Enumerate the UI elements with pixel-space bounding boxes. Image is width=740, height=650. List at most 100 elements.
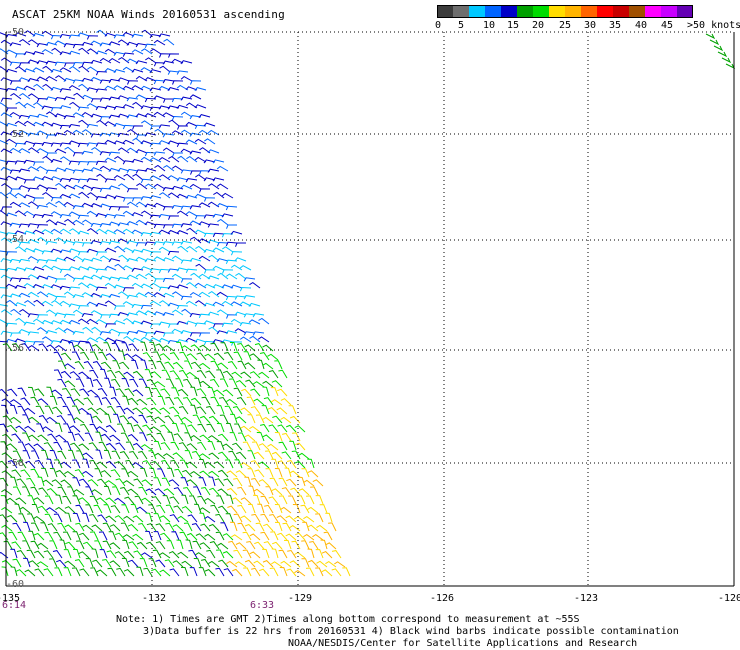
wind-barb xyxy=(247,450,256,460)
wind-barb xyxy=(180,111,193,118)
wind-barb xyxy=(199,434,211,442)
wind-barb xyxy=(140,140,153,145)
wind-barb xyxy=(41,467,49,478)
wind-barb xyxy=(24,425,36,433)
wind-barb xyxy=(14,230,27,235)
wind-barb xyxy=(46,507,58,514)
wind-barb xyxy=(99,223,112,228)
wind-barb xyxy=(194,503,202,514)
wind-barb xyxy=(184,450,193,460)
wind-barb xyxy=(14,192,27,199)
wind-barb xyxy=(32,121,45,127)
wind-barb xyxy=(146,523,157,532)
wind-barb xyxy=(176,84,189,91)
wind-barb xyxy=(316,560,328,568)
wind-barb xyxy=(71,351,81,361)
wind-barb xyxy=(78,407,90,415)
wind-barb xyxy=(37,398,49,406)
wind-barb xyxy=(46,386,54,397)
wind-barb xyxy=(95,431,103,442)
wind-barb xyxy=(228,540,238,550)
wind-barb xyxy=(46,416,58,424)
wind-barb xyxy=(118,57,130,64)
wind-barb xyxy=(95,449,103,460)
wind-barb xyxy=(135,201,148,208)
wind-barb xyxy=(63,96,76,101)
wind-barb xyxy=(153,151,166,156)
wind-barb xyxy=(114,551,126,559)
wind-barb xyxy=(199,453,211,460)
wind-barb xyxy=(73,489,85,496)
wind-barb xyxy=(192,414,202,424)
wind-barb xyxy=(114,461,126,469)
wind-barb xyxy=(96,29,108,37)
wind-barb xyxy=(17,405,27,415)
wind-barb xyxy=(0,532,9,541)
wind-barb xyxy=(101,361,112,370)
wind-barb xyxy=(77,178,90,183)
wind-barb xyxy=(127,524,139,532)
wind-barb xyxy=(180,278,193,283)
wind-barb xyxy=(80,351,90,361)
wind-barb xyxy=(136,398,148,406)
wind-barb xyxy=(106,550,117,559)
wind-barb xyxy=(64,470,76,478)
wind-barb xyxy=(90,186,103,192)
wind-barb xyxy=(208,415,220,424)
wind-barb xyxy=(30,540,40,550)
wind-barb xyxy=(1,559,13,568)
wind-barb xyxy=(99,549,108,559)
wind-barb xyxy=(99,294,112,299)
wind-barb xyxy=(177,551,189,559)
wind-barb xyxy=(77,266,90,271)
wind-barb xyxy=(119,486,130,496)
wind-barb xyxy=(180,423,189,433)
wind-barb xyxy=(89,495,99,505)
wind-barb xyxy=(233,351,243,361)
wind-barb xyxy=(149,467,157,478)
wind-barb xyxy=(254,343,265,352)
wind-barb xyxy=(87,227,99,235)
wind-barb xyxy=(1,309,13,316)
wind-barb xyxy=(14,284,27,289)
wind-barb xyxy=(292,504,301,514)
wind-barb xyxy=(167,175,180,181)
wind-barb xyxy=(160,388,171,397)
wind-barb xyxy=(194,104,207,109)
wind-barb xyxy=(167,229,180,235)
wind-barb xyxy=(10,188,21,193)
wind-barb xyxy=(217,309,229,316)
wind-barb xyxy=(162,206,175,211)
wind-barb xyxy=(12,522,22,532)
wind-barb xyxy=(50,107,63,112)
wind-barb xyxy=(247,468,256,478)
colorbar-swatch xyxy=(453,5,469,18)
wind-barb xyxy=(260,495,270,505)
wind-barb xyxy=(55,344,67,352)
wind-barb xyxy=(86,142,99,147)
wind-barb xyxy=(131,320,144,325)
wind-barb xyxy=(141,552,153,559)
wind-barb xyxy=(117,113,130,118)
wind-barb xyxy=(23,120,36,127)
wind-barb xyxy=(23,68,36,73)
wind-barb xyxy=(27,274,40,280)
wind-barb xyxy=(135,256,148,262)
wind-barb xyxy=(128,541,139,550)
wind-barb xyxy=(249,551,261,559)
wind-barb xyxy=(99,203,112,208)
wind-barb xyxy=(54,61,67,66)
wind-barb xyxy=(15,497,27,505)
wind-barb xyxy=(56,559,67,568)
wind-barb xyxy=(307,506,319,514)
wind-barb xyxy=(0,112,13,118)
colorbar-label: 20 xyxy=(532,20,545,31)
wind-barb xyxy=(1,470,13,478)
wind-barb xyxy=(1,489,13,496)
wind-barb xyxy=(33,161,44,166)
wind-barb xyxy=(10,566,18,577)
wind-barb xyxy=(203,248,216,253)
wind-barb xyxy=(177,125,189,130)
wind-barb xyxy=(185,337,198,343)
wind-barb xyxy=(1,506,13,514)
